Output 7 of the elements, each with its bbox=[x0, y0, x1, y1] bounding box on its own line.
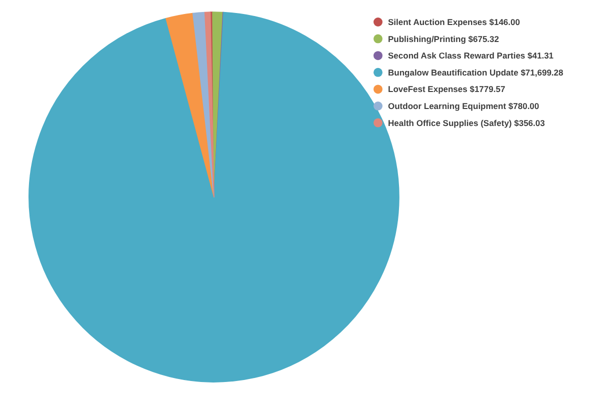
legend-label: Bungalow Beautification Update $71,699.28 bbox=[388, 67, 564, 78]
legend-label: Health Office Supplies (Safety) $356.03 bbox=[388, 118, 546, 128]
legend-label: Publishing/Printing $675.32 bbox=[388, 34, 500, 44]
legend-label: Silent Auction Expenses $146.00 bbox=[388, 16, 520, 27]
legend-label: Outdoor Learning Equipment $780.00 bbox=[388, 100, 540, 111]
legend-label: Second Ask Class Reward Parties $41.31 bbox=[388, 50, 554, 61]
legend-label: LoveFest Expenses $1779.57 bbox=[388, 84, 506, 94]
